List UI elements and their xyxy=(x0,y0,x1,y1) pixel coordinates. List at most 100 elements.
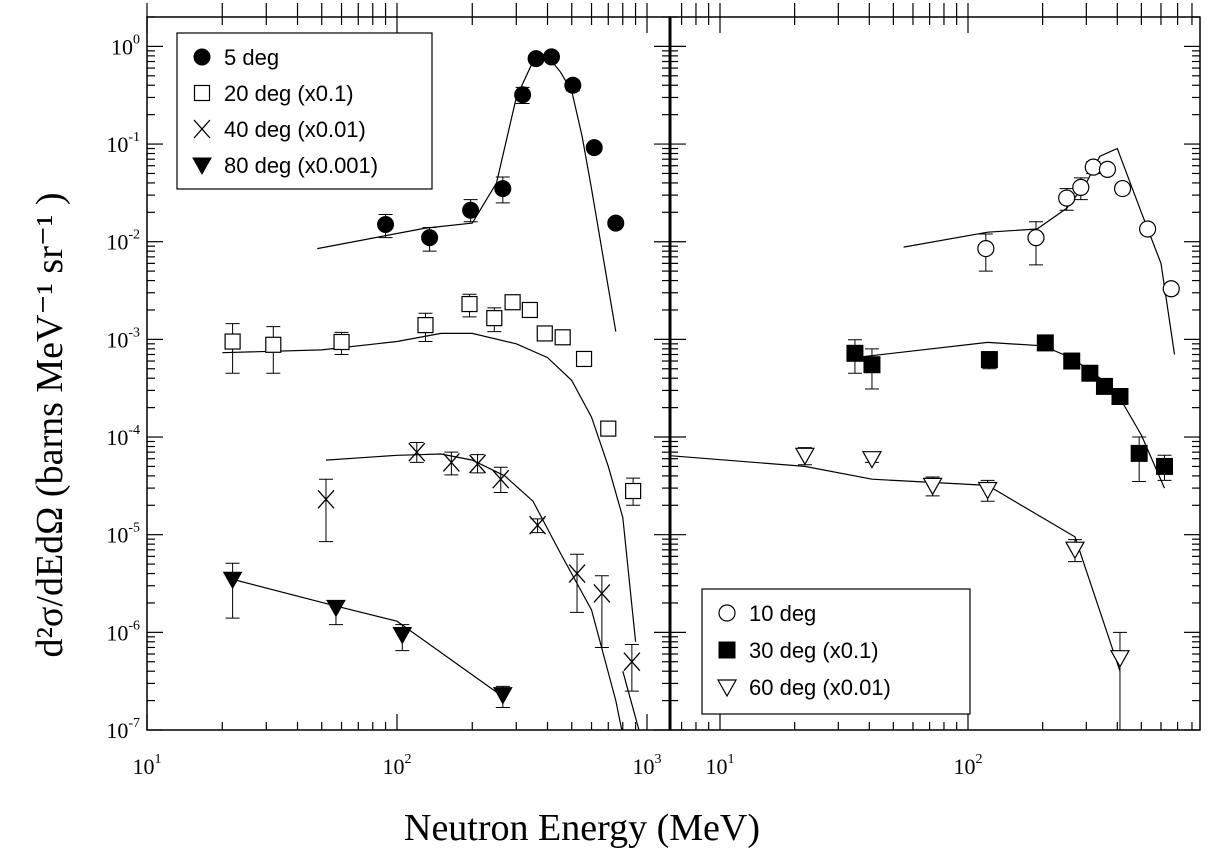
data-point xyxy=(1095,377,1113,395)
data-point xyxy=(543,48,561,66)
y-tick-label: 10-5 xyxy=(106,521,140,548)
data-point xyxy=(1162,280,1180,298)
data-point xyxy=(607,214,625,232)
data-point xyxy=(1113,179,1132,198)
legend-label: 30 deg (x0.1) xyxy=(749,638,879,663)
error-bar xyxy=(570,553,585,613)
y-tick-label: 10-1 xyxy=(106,130,140,157)
data-point xyxy=(333,333,350,351)
data-point xyxy=(504,294,521,311)
x-tick-label: 101 xyxy=(133,752,162,779)
data-point xyxy=(794,447,815,466)
legend-label: 5 deg xyxy=(224,45,279,70)
y-tick-label: 100 xyxy=(111,32,140,59)
legend-box-1 xyxy=(176,32,433,190)
y-axis-label: d²σ/dEdΩ (barns MeV⁻¹ sr⁻¹ ) xyxy=(29,193,71,658)
error-bar xyxy=(624,644,639,692)
data-point xyxy=(1063,352,1081,370)
legend-label: 80 deg (x0.001) xyxy=(224,153,378,178)
data-point xyxy=(462,201,480,219)
y-tick-label: 10-3 xyxy=(106,325,140,352)
data-point xyxy=(575,350,593,368)
data-point xyxy=(1036,334,1054,352)
data-point xyxy=(1109,650,1130,668)
data-point xyxy=(417,316,434,334)
x-tick-label: 103 xyxy=(633,752,662,779)
data-point xyxy=(514,86,532,104)
data-point xyxy=(469,454,487,474)
data-point xyxy=(486,310,503,327)
error-bar xyxy=(1112,631,1127,731)
y-tick-label: 10-6 xyxy=(106,618,140,645)
data-point xyxy=(461,295,478,313)
data-point xyxy=(568,564,586,583)
y-tick-label: 10-2 xyxy=(106,228,140,255)
data-point xyxy=(861,451,882,469)
data-point xyxy=(527,50,545,68)
x-axis-label: Neutron Energy (MeV) xyxy=(404,807,760,848)
data-point xyxy=(265,336,282,353)
data-point xyxy=(593,584,611,603)
data-point xyxy=(623,652,641,672)
data-point xyxy=(554,329,571,346)
data-point xyxy=(492,687,513,705)
legend-marker xyxy=(718,641,736,659)
data-point xyxy=(1098,160,1117,179)
data-point xyxy=(1084,158,1102,176)
data-point xyxy=(1139,220,1157,238)
data-point xyxy=(408,442,426,462)
model-curves xyxy=(222,55,1176,730)
error-bar xyxy=(319,478,334,543)
data-point xyxy=(1058,189,1076,207)
data-point xyxy=(1111,388,1129,406)
legend-marker xyxy=(193,119,211,139)
data-point xyxy=(222,571,243,590)
data-point xyxy=(977,481,998,500)
data-point xyxy=(1130,444,1148,462)
data-point xyxy=(529,515,547,535)
data-point xyxy=(442,452,460,472)
x-tick-label: 101 xyxy=(706,752,735,779)
legends: 5 deg 20 deg (x0.1) 40 deg (x0.01) 80 deg (… xyxy=(176,32,971,715)
curve-extra xyxy=(622,671,640,730)
x-tick-label: 102 xyxy=(383,752,412,779)
data-points xyxy=(222,48,1180,731)
data-point xyxy=(1064,541,1086,560)
curve-10-deg xyxy=(903,147,1176,355)
data-point xyxy=(1027,229,1045,247)
data-point xyxy=(536,325,553,342)
data-point xyxy=(377,216,395,234)
error-bar xyxy=(444,451,459,476)
y-tick-label: 10-4 xyxy=(106,423,140,450)
data-point xyxy=(600,420,617,437)
legend-label: 10 deg xyxy=(749,601,816,626)
x-tick-label: 102 xyxy=(954,752,983,779)
data-point xyxy=(625,482,642,500)
data-point xyxy=(564,76,582,94)
error-bar xyxy=(594,575,609,648)
curve-80-deg-x0-001- xyxy=(227,577,504,698)
legend-marker xyxy=(192,157,212,176)
data-point xyxy=(977,240,995,258)
data-point xyxy=(1072,178,1090,196)
y-tick-label: 10-7 xyxy=(106,716,140,743)
data-point xyxy=(1081,364,1099,382)
data-point xyxy=(224,333,241,350)
data-point xyxy=(1156,457,1174,475)
axes-layer: 100 10-1 10-2 10-3 10-4 10-5 10-6 10-7 101 102 103… xyxy=(106,3,1201,779)
legend-label: 60 deg (x0.01) xyxy=(749,675,891,700)
data-point xyxy=(846,344,864,362)
legend-marker xyxy=(716,679,738,698)
data-point xyxy=(585,139,603,157)
data-point xyxy=(392,627,413,645)
legend-box-2 xyxy=(701,588,971,715)
data-point xyxy=(922,477,943,496)
data-point xyxy=(317,489,335,509)
data-point xyxy=(326,599,346,618)
data-point xyxy=(494,180,512,198)
data-point xyxy=(521,301,538,319)
curve-20-deg-x0-1- xyxy=(222,332,637,642)
legend-label: 40 deg (x0.01) xyxy=(224,117,366,142)
data-point xyxy=(863,356,881,374)
